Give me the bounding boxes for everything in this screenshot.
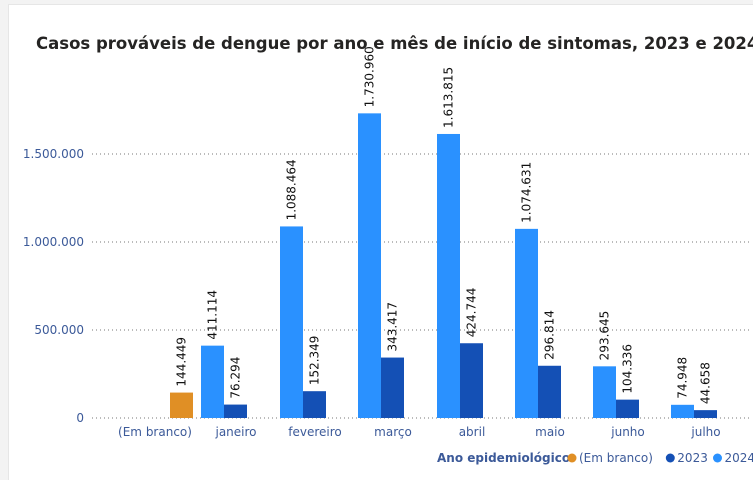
bar-Embranco-Embranco — [170, 393, 193, 418]
bar-2023-julho — [694, 410, 717, 418]
y-tick-label: 1.000.000 — [23, 235, 84, 249]
y-tick-label: 500.000 — [34, 323, 84, 337]
legend-title: Ano epidemiológico — [437, 451, 570, 465]
x-tick-label: abril — [459, 425, 486, 439]
data-label: 76.294 — [229, 357, 243, 399]
bar-2024-junho — [593, 366, 616, 418]
bar-2023-fevereiro — [303, 391, 326, 418]
bar-2024-fevereiro — [280, 226, 303, 418]
y-tick-label: 0 — [76, 411, 84, 425]
x-tick-label: maio — [535, 425, 565, 439]
data-label: 343.417 — [386, 302, 400, 352]
x-tick-label: julho — [690, 425, 720, 439]
x-tick-label: fevereiro — [288, 425, 342, 439]
data-label: 296.814 — [543, 310, 557, 360]
legend-marker-2023 — [666, 454, 675, 463]
y-tick-label: 1.500.000 — [23, 147, 84, 161]
legend-entry: 2024 — [725, 451, 753, 465]
legend-marker-Embranco — [568, 454, 577, 463]
bar-2023-junho — [616, 400, 639, 418]
bar-2024-abril — [437, 134, 460, 418]
data-label: 1.613.815 — [442, 67, 456, 128]
bar-2024-maro — [358, 113, 381, 418]
bar-2023-janeiro — [224, 405, 247, 418]
data-label: 1.074.631 — [520, 162, 534, 223]
legend-entry: 2023 — [677, 451, 708, 465]
data-label: 293.645 — [598, 311, 612, 361]
x-tick-label: (Em branco) — [118, 425, 192, 439]
data-label: 44.658 — [699, 362, 713, 404]
data-label: 152.349 — [308, 336, 322, 386]
data-label: 411.114 — [206, 290, 220, 340]
bar-2023-maro — [381, 358, 404, 418]
data-label: 424.744 — [465, 288, 479, 338]
x-tick-label: junho — [610, 425, 645, 439]
data-label: 104.336 — [621, 344, 635, 394]
bar-2023-abril — [460, 343, 483, 418]
legend-entry: (Em branco) — [579, 451, 653, 465]
data-label: 1.730.960 — [363, 46, 377, 107]
x-tick-label: março — [374, 425, 412, 439]
data-label: 74.948 — [676, 357, 690, 399]
data-label: 1.088.464 — [285, 159, 299, 220]
legend-marker-2024 — [713, 454, 722, 463]
bar-2024-maio — [515, 229, 538, 418]
bar-2024-janeiro — [201, 346, 224, 418]
bar-2024-julho — [671, 405, 694, 418]
bar-2023-maio — [538, 366, 561, 418]
data-label: 144.449 — [175, 337, 189, 387]
x-tick-label: janeiro — [214, 425, 256, 439]
